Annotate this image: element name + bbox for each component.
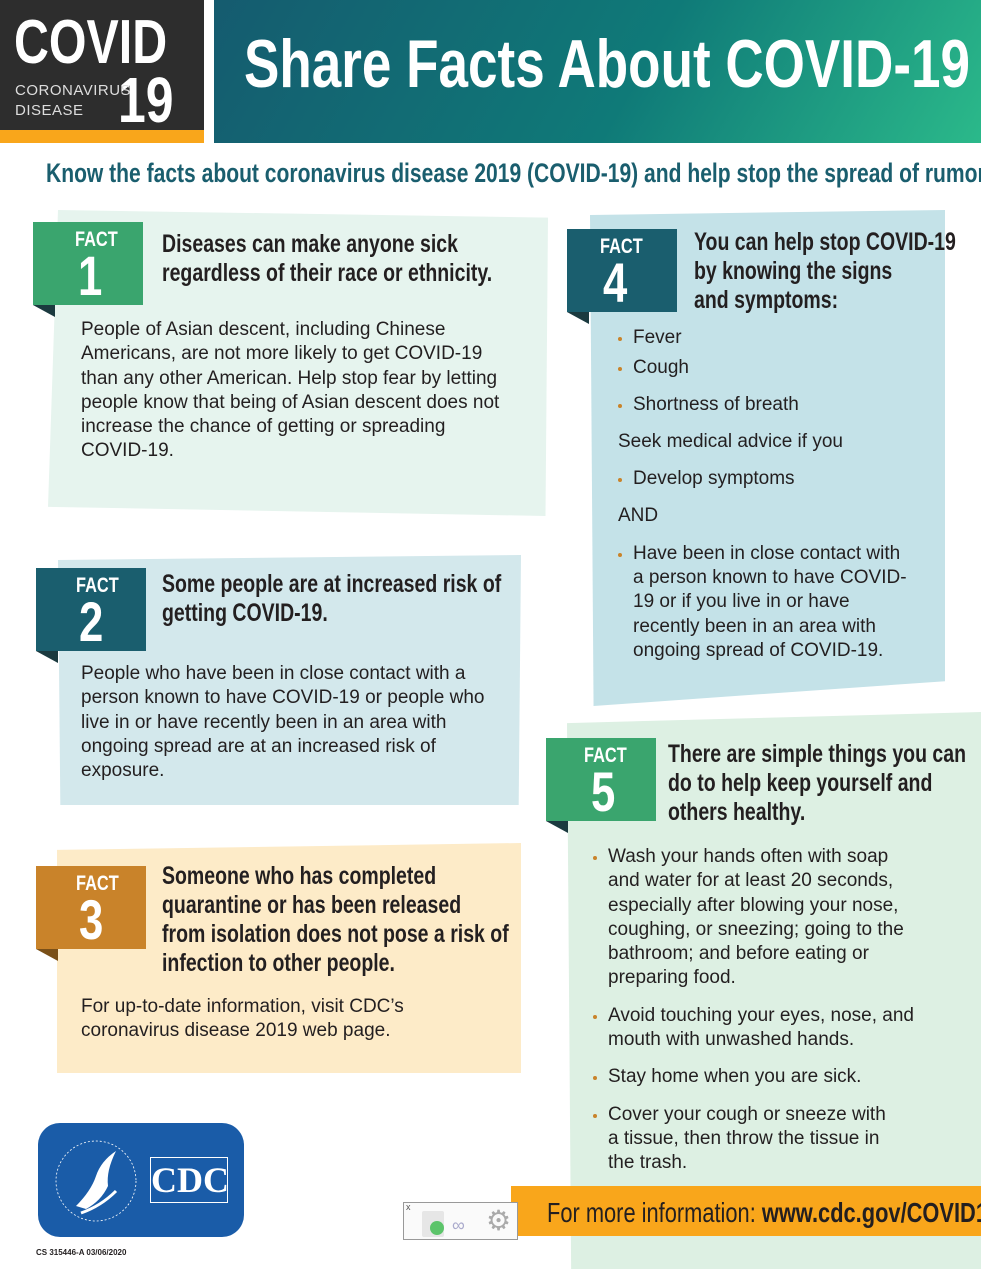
badge-fold [567, 312, 589, 324]
tips-list: Wash your hands often with soap and wate… [593, 845, 923, 1176]
heading-line: regardless of their race or ethnicity. [162, 259, 493, 287]
subtitle: Know the facts about coronavirus disease… [46, 158, 981, 188]
heading-line: There are simple things you can [668, 740, 967, 768]
logo-stripe [0, 130, 204, 143]
badge-fold [546, 821, 568, 833]
heading-line: getting COVID-19. [162, 599, 328, 627]
tip-item: Stay home when you are sick. [593, 1065, 923, 1089]
heading-line: by knowing the signs [694, 257, 893, 285]
heading-line: infection to other people. [162, 949, 395, 977]
more-info-bar: For more information: www.cdc.gov/COVID1… [511, 1186, 981, 1236]
fact-2-badge: FACT 2 [36, 568, 146, 663]
tip-item: Avoid touching your eyes, nose, and mout… [593, 1004, 923, 1053]
binoculars-icon[interactable]: ∞ [452, 1215, 465, 1235]
fact-3-body: For up-to-date information, visit CDC’s … [81, 996, 404, 1042]
heading-line: do to help keep yourself and [668, 769, 933, 797]
badge-fold [36, 651, 58, 663]
tip-item: Wash your hands often with soap and wate… [593, 845, 923, 991]
heading-line: Some people are at increased risk of [162, 570, 502, 598]
symptom-item: Cough [618, 356, 928, 380]
fact-label: FACT [600, 235, 643, 258]
close-icon[interactable]: x [406, 1202, 411, 1212]
seek-advice-text: Seek medical advice if you [618, 430, 843, 452]
header-banner: Share Facts About COVID-19 [214, 0, 981, 143]
tip-item: Cover your cough or sneeze with a tissue… [593, 1103, 923, 1176]
fact-1-heading: Diseases can make anyone sick regardless… [162, 230, 585, 288]
logo-19: 19 [118, 64, 174, 136]
fact-3-badge: FACT 3 [36, 866, 146, 961]
fact-number: 3 [79, 888, 104, 951]
badge-fold [36, 949, 58, 961]
fact-1-body: People of Asian descent, including Chine… [81, 319, 500, 462]
heading-line: others healthy. [668, 798, 806, 826]
badge-fold [33, 305, 55, 317]
fact-number: 2 [79, 590, 104, 653]
fact-4-badge: FACT 4 [567, 229, 677, 324]
logo-coronavirus: CORONAVIRUS [15, 82, 132, 99]
fact-label: FACT [584, 744, 627, 767]
symptom-item: Shortness of breath [618, 393, 928, 417]
fact-5-heading: There are simple things you can do to he… [668, 740, 981, 827]
logo-covid: COVID [14, 8, 168, 77]
cdc-url-link[interactable]: www.cdc.gov/COVID19 [761, 1197, 981, 1228]
heading-line: from isolation does not pose a risk of [162, 920, 509, 948]
heading-line: Diseases can make anyone sick [162, 230, 458, 258]
fact-number: 1 [78, 244, 103, 307]
heading-line: and symptoms: [694, 286, 839, 314]
cdc-wordmark: CDC [150, 1157, 229, 1203]
and-text: AND [618, 505, 659, 527]
covid19-logo: COVID 19 CORONAVIRUS DISEASE [0, 0, 204, 143]
heading-line: Someone who has completed [162, 862, 437, 890]
fact-4-heading: You can help stop COVID-19 by knowing th… [694, 228, 981, 315]
condition-item: Have been in close contact with a person… [618, 542, 928, 663]
hhs-cdc-logo: CDC [38, 1123, 244, 1237]
floating-toolbar: x ∞ ⚙ [403, 1202, 518, 1240]
symptom-item: Fever [618, 326, 928, 350]
fact-4-body: Fever Cough Shortness of breath Seek med… [618, 326, 928, 663]
hhs-eagle-icon [55, 1140, 137, 1222]
heading-line: You can help stop COVID-19 [694, 228, 956, 256]
condition-item: Develop symptoms [618, 467, 928, 491]
fact-2-body: People who have been in close contact wi… [81, 663, 485, 782]
fact-label: FACT [75, 228, 118, 251]
fact-label: FACT [76, 872, 119, 895]
fact-2-heading: Some people are at increased risk of get… [162, 570, 597, 628]
fact-3-heading: Someone who has completed quarantine or … [162, 862, 607, 978]
page-title: Share Facts About COVID-19 [244, 26, 971, 102]
logo-disease: DISEASE [15, 102, 84, 119]
fact-label: FACT [76, 574, 119, 597]
fact-number: 5 [591, 760, 616, 823]
gear-icon[interactable]: ⚙ [486, 1205, 512, 1236]
add-document-icon[interactable] [422, 1211, 444, 1237]
heading-line: quarantine or has been released [162, 891, 462, 919]
fact-1-badge: FACT 1 [33, 222, 143, 317]
document-code: CS 315446-A 03/06/2020 [36, 1248, 127, 1257]
symptom-list: Fever Cough Shortness of breath [618, 326, 928, 417]
fact-number: 4 [603, 251, 628, 314]
more-info-label: For more information: [547, 1197, 762, 1228]
fact-5-badge: FACT 5 [546, 738, 656, 833]
